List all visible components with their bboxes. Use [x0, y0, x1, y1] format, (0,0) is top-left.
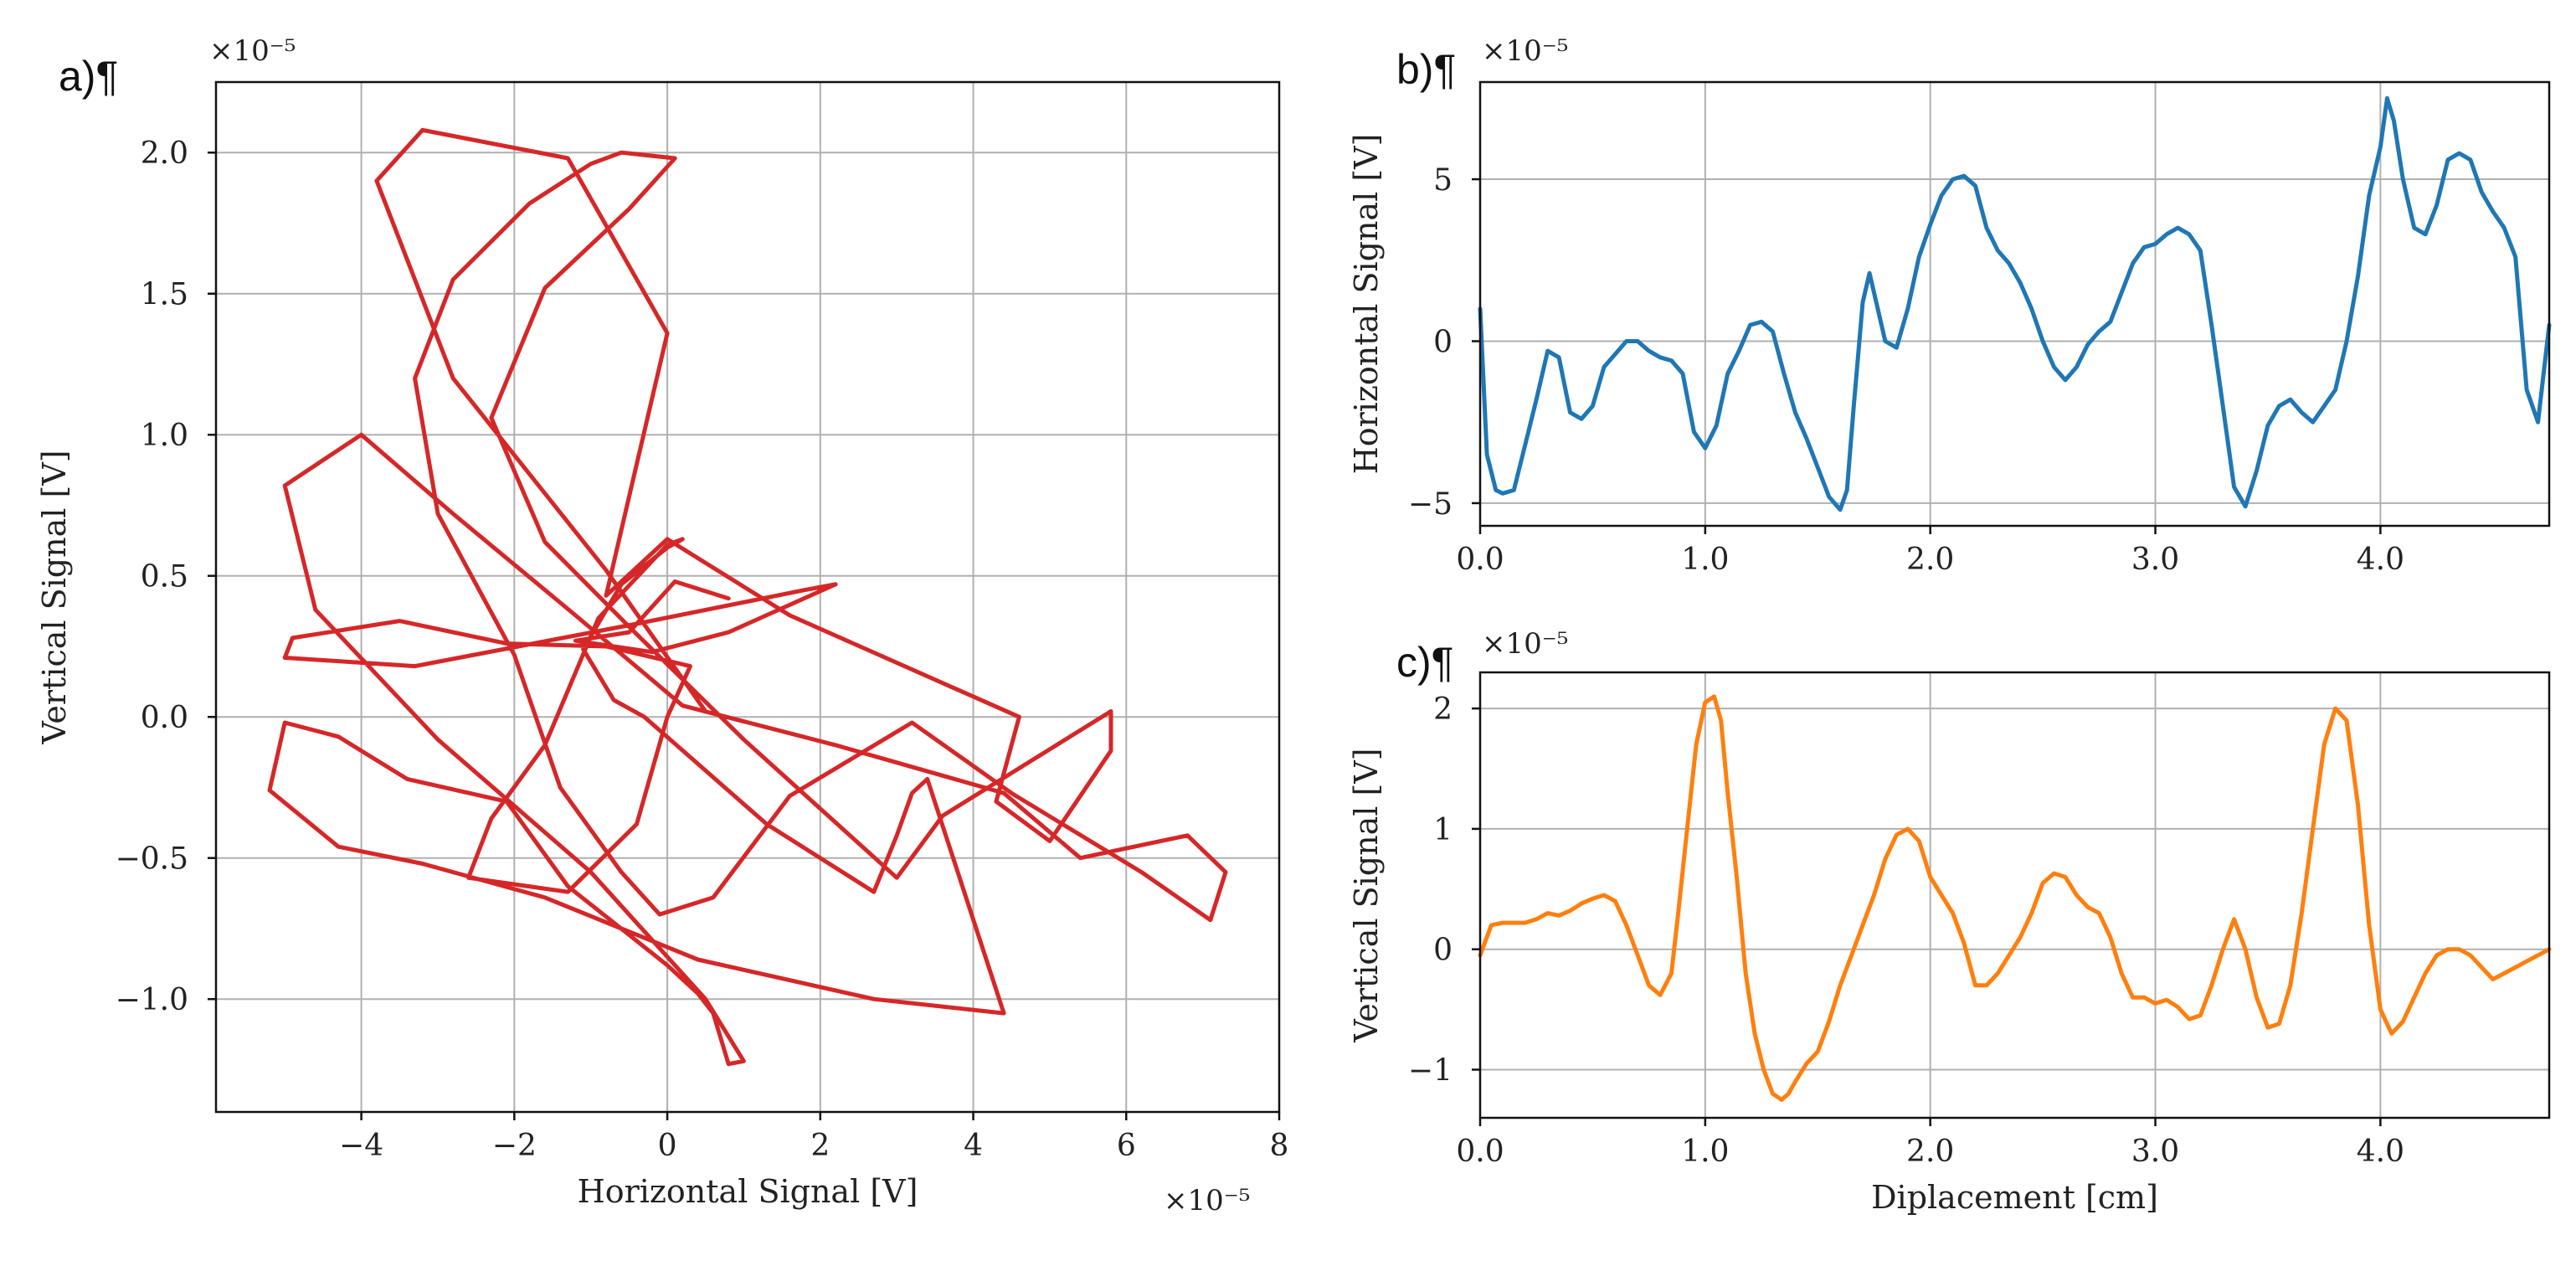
grid: [216, 82, 1280, 1112]
y-tick-label: 1.0: [141, 419, 188, 453]
x-multiplier: ×10⁻⁵: [1164, 1184, 1250, 1217]
panel-3: 0.0 1.0 2.0 3.0 4.0 −1 0 1 2 Diplacement [cm] Vert…: [1348, 627, 2552, 1216]
y-tick-label: 1: [1433, 813, 1453, 847]
x-tick-label: 4.0: [2357, 1135, 2404, 1169]
axes-frame: [214, 80, 1281, 1114]
y-axis-label: Vertical Signal [V]: [1348, 748, 1385, 1042]
x-tick-label: 4: [964, 1129, 983, 1163]
y-tick-label: 2: [1433, 692, 1453, 727]
panel-label: c)¶: [1396, 639, 1454, 686]
x-tick-label: 1.0: [1681, 543, 1729, 577]
panel-label: b)¶: [1396, 46, 1456, 93]
x-tick-label: 0.0: [1456, 543, 1504, 577]
y-multiplier: ×10⁻⁵: [1482, 627, 1568, 661]
y-tick-label: −5: [1408, 487, 1453, 522]
x-tick-label: 2.0: [1906, 1135, 1954, 1169]
grid: [1479, 82, 2549, 526]
grid: [1479, 672, 2549, 1118]
x-axis-label: Diplacement [cm]: [1871, 1179, 2158, 1216]
y-multiplier: ×10⁻⁵: [209, 34, 296, 68]
y-tick-label: −0.5: [116, 842, 188, 877]
panel-label: a)¶: [59, 53, 118, 100]
x-tick-label: 2.0: [1906, 543, 1954, 577]
series-line-vertical: [1478, 694, 2552, 1102]
y-tick-label: 0.5: [141, 560, 188, 594]
axes-frame: [1478, 80, 2551, 528]
panel-2: 0.0 1.0 2.0 3.0 4.0 −5 0 5 Horizontal Signal [V]…: [1348, 34, 2552, 577]
x-tick-label: −4: [339, 1129, 383, 1163]
y-tick-label: −1.0: [116, 983, 188, 1017]
x-tick-label: 1.0: [1681, 1135, 1729, 1169]
x-tick-label: 8: [1270, 1129, 1289, 1163]
y-tick-label: 0: [1433, 934, 1453, 968]
y-tick-label: 1.5: [141, 278, 188, 312]
y-axis-label: Vertical Signal [V]: [36, 450, 73, 744]
y-tick-label: −1: [1408, 1053, 1453, 1088]
x-tick-label: 2: [810, 1129, 830, 1163]
x-tick-label: 0.0: [1456, 1135, 1504, 1169]
y-axis-label: Horizontal Signal [V]: [1348, 134, 1385, 475]
x-tick-label: 4.0: [2357, 543, 2404, 577]
x-tick-label: 3.0: [2131, 543, 2179, 577]
x-axis-label: Horizontal Signal [V]: [578, 1173, 918, 1210]
panel-1: −4 −2 0 2 4 6 8 −1.0 −0.5 0.0 0.5 1.0 1.5 2.0 Horizont…: [36, 34, 1288, 1217]
axes-frame: [1478, 671, 2551, 1119]
y-tick-label: 0.0: [141, 701, 188, 735]
series-line-horizontal: [1478, 95, 2552, 512]
x-tick-label: 3.0: [2131, 1135, 2179, 1169]
y-tick-label: 0: [1433, 325, 1453, 359]
y-multiplier: ×10⁻⁵: [1482, 34, 1568, 68]
y-tick-label: 5: [1433, 163, 1453, 198]
x-tick-label: 6: [1117, 1129, 1136, 1163]
x-tick-label: 0: [658, 1129, 677, 1163]
x-tick-label: −2: [492, 1129, 537, 1163]
series-line-trajectory: [267, 127, 1228, 1067]
y-tick-label: 2.0: [141, 136, 188, 171]
